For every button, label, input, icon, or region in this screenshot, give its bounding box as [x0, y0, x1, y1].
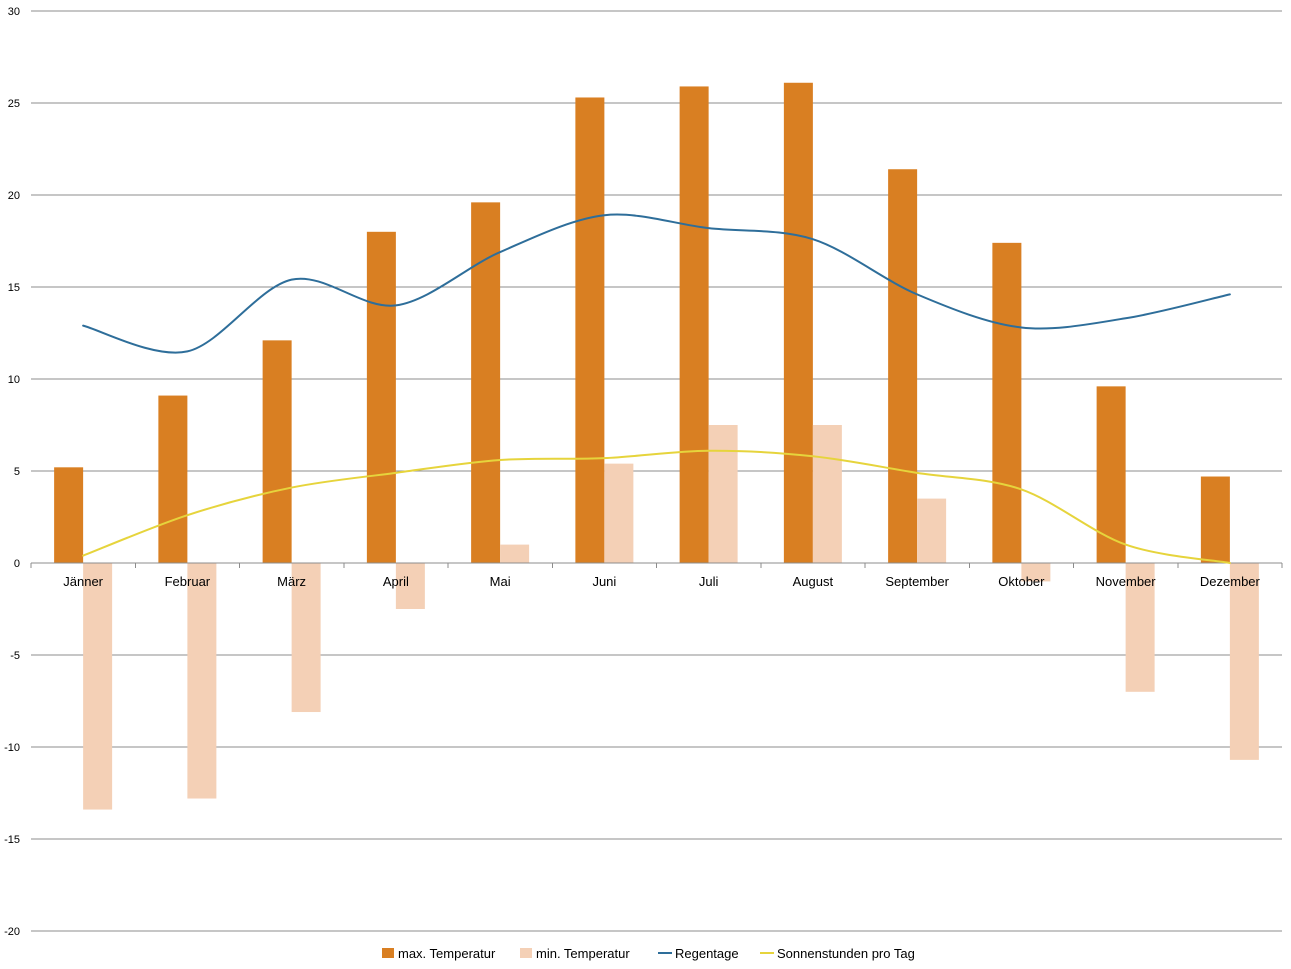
x-tick-label: April: [383, 574, 409, 589]
bar-max-temp: [888, 169, 918, 564]
bar-max-temp: [1096, 386, 1126, 563]
bar-max-temp: [992, 242, 1022, 563]
bar-min-temp: [812, 425, 842, 563]
x-tick-label: Oktober: [998, 574, 1045, 589]
x-tick-label: August: [793, 574, 834, 589]
bar-max-temp: [679, 86, 709, 563]
legend: max. Temperatur min. Temperatur Regentage S…: [382, 946, 915, 961]
x-tick-labels: Jänner Februar März April Mai Juni Juli August S…: [63, 574, 1260, 589]
bars: [54, 82, 1259, 810]
x-tick-label: Juni: [592, 574, 616, 589]
y-tick-label: -10: [4, 742, 20, 754]
bar-min-temp: [83, 563, 113, 810]
legend-swatch: [382, 948, 394, 958]
x-tick-label: März: [277, 574, 306, 589]
bar-max-temp: [471, 202, 501, 564]
bar-min-temp: [187, 563, 217, 799]
legend-label: Sonnenstunden pro Tag: [777, 946, 915, 961]
x-tick-label: Mai: [490, 574, 511, 589]
y-tick-label: 5: [14, 466, 20, 478]
bar-max-temp: [575, 97, 605, 563]
bar-max-temp: [262, 340, 292, 563]
legend-swatch: [520, 948, 532, 958]
series-lines: [82, 213, 1231, 564]
x-tick-label: November: [1096, 574, 1157, 589]
x-tick-label: Jänner: [63, 574, 103, 589]
bar-max-temp: [54, 467, 84, 563]
y-tick-label: 20: [8, 190, 20, 202]
y-tick-label: 15: [8, 282, 20, 294]
legend-label: max. Temperatur: [398, 946, 496, 961]
y-tick-label: 25: [8, 98, 20, 110]
x-tick-label: Dezember: [1200, 574, 1261, 589]
x-tick-label: September: [885, 574, 949, 589]
bar-max-temp: [1200, 476, 1230, 563]
bar-max-temp: [366, 231, 396, 564]
y-tick-label: 10: [8, 374, 20, 386]
y-tick-label: 30: [8, 6, 20, 18]
line-sonnenstunden: [82, 449, 1231, 564]
x-axis: [30, 562, 1283, 568]
bar-min-temp: [1125, 563, 1155, 692]
x-tick-label: Juli: [699, 574, 719, 589]
line-regentage: [82, 213, 1231, 354]
y-tick-labels: 30 25 20 15 10 5 0 -5 -10 -15 -20: [4, 6, 20, 938]
y-tick-label: -15: [4, 834, 20, 846]
bar-min-temp: [604, 463, 634, 563]
x-tick-label: Februar: [165, 574, 211, 589]
legend-label: min. Temperatur: [536, 946, 630, 961]
bar-min-temp: [291, 563, 321, 713]
bar-min-temp: [917, 498, 947, 563]
bar-min-temp: [1021, 563, 1051, 582]
bar-min-temp: [708, 425, 738, 563]
y-tick-label: -5: [10, 650, 20, 662]
bar-min-temp: [395, 563, 425, 609]
bar-max-temp: [158, 395, 188, 563]
y-tick-label: 0: [14, 558, 20, 570]
legend-label: Regentage: [675, 946, 739, 961]
y-tick-label: -20: [4, 926, 20, 938]
bar-max-temp: [783, 82, 813, 563]
bar-min-temp: [500, 544, 530, 563]
bar-min-temp: [1229, 563, 1259, 760]
gridlines: [31, 10, 1282, 932]
